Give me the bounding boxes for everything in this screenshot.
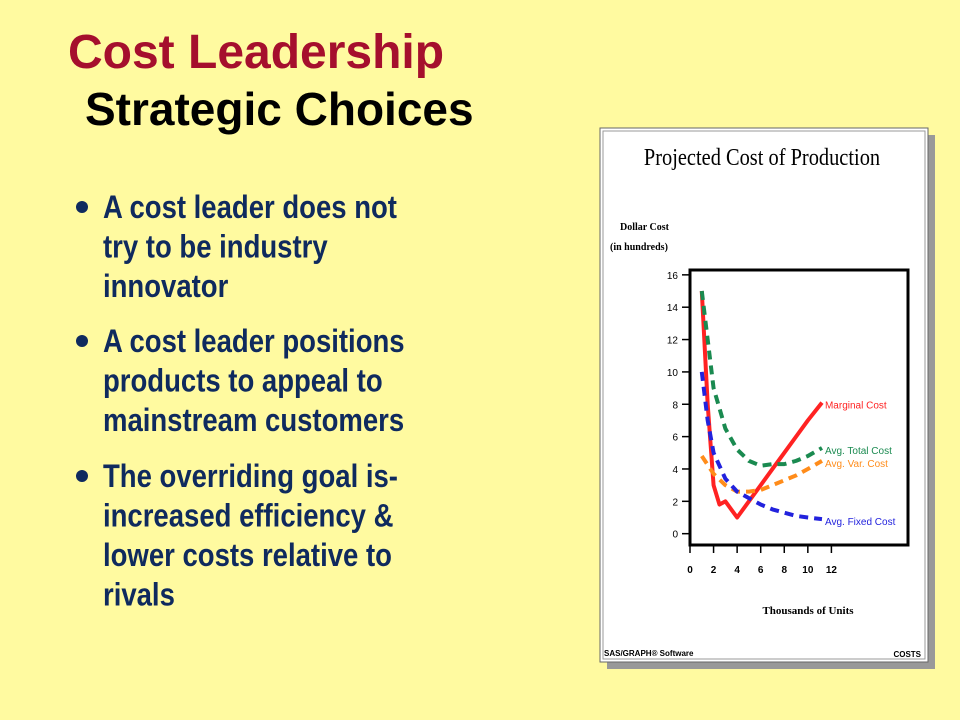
x-tick-label: 12	[826, 565, 838, 576]
series-line	[699, 290, 824, 520]
bullet-text: products to appeal to	[103, 364, 383, 399]
x-tick-label: 2	[711, 565, 717, 576]
x-tick-label: 8	[781, 565, 787, 576]
bullet-text: increased efficiency &	[103, 499, 393, 534]
y-axis-label: Dollar Cost	[620, 222, 670, 233]
series-line	[699, 371, 823, 522]
series-label: Avg. Var. Cost	[825, 459, 888, 470]
y-axis-label: (in hundreds)	[610, 242, 668, 253]
y-tick-label: 0	[672, 530, 678, 541]
panel-border	[602, 130, 926, 660]
bullet-text: lower costs relative to	[103, 538, 392, 573]
y-tick-label: 16	[667, 271, 679, 282]
footer-left: SAS/GRAPH® Software	[604, 649, 694, 658]
plot-frame	[688, 268, 910, 547]
y-tick-label: 12	[667, 336, 679, 347]
series-label: Avg. Fixed Cost	[825, 517, 896, 528]
y-tick-label: 8	[672, 400, 678, 411]
bullet-list: A cost leader does not try to be industry…	[76, 190, 405, 613]
chart-panel	[599, 127, 929, 663]
x-tick-label: 4	[734, 565, 740, 576]
x-tick-label: 0	[687, 565, 693, 576]
bullet-text: A cost leader does not	[103, 190, 397, 225]
series-label: Avg. Total Cost	[825, 446, 892, 457]
chart: Projected Cost of Production Dollar Cost (…	[604, 143, 922, 659]
footer-right: COSTS	[893, 650, 921, 659]
bullet-text: mainstream customers	[103, 403, 404, 438]
bullet-dot	[76, 335, 88, 347]
y-tick-label: 4	[672, 465, 678, 476]
series-line	[699, 290, 823, 468]
series-line	[700, 454, 823, 494]
bullet-dot	[76, 470, 88, 482]
x-axis-label: Thousands of Units	[762, 605, 854, 617]
bullet-text: A cost leader positions	[103, 324, 405, 359]
y-tick-label: 14	[667, 303, 679, 314]
slide-title: Cost Leadership	[68, 26, 444, 79]
x-tick-label: 10	[802, 565, 814, 576]
series-label: Marginal Cost	[825, 401, 887, 412]
y-tick-label: 10	[667, 368, 679, 379]
bullet-text: innovator	[103, 269, 229, 304]
bullet-text: try to be industry	[103, 230, 328, 265]
y-tick-label: 6	[672, 433, 678, 444]
bullet-text: rivals	[103, 578, 175, 613]
slide-subtitle: Strategic Choices	[85, 83, 474, 135]
chart-title: Projected Cost of Production	[644, 143, 880, 170]
x-tick-label: 6	[758, 565, 764, 576]
bullet-text: The overriding goal is-	[103, 459, 398, 494]
bullet-dot	[76, 201, 88, 213]
y-tick-label: 2	[672, 497, 678, 508]
